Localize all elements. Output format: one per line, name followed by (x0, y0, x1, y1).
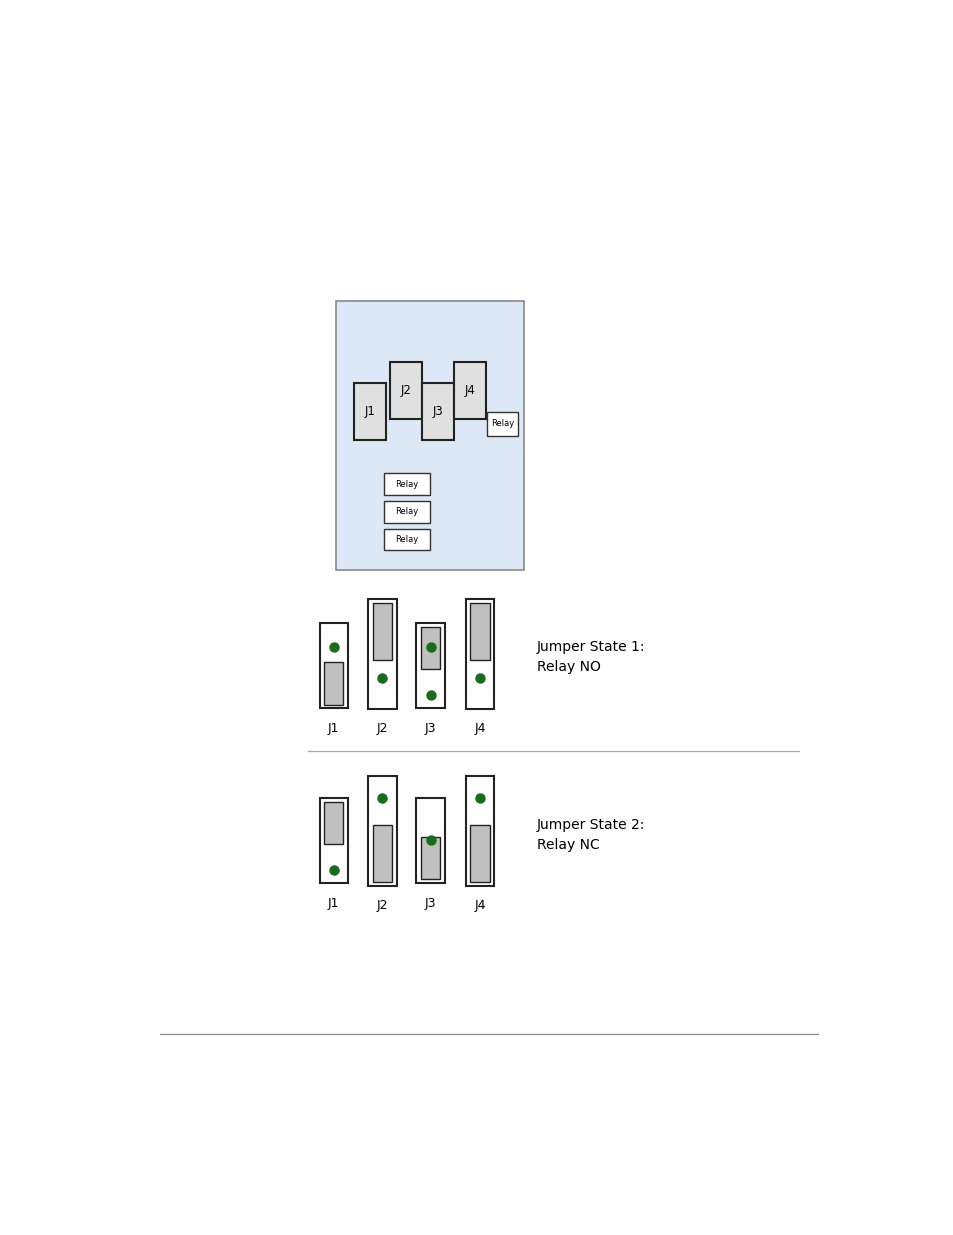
Bar (383, 473, 429, 495)
Bar (319, 798, 347, 883)
Text: Relay: Relay (395, 535, 418, 543)
Text: J1: J1 (364, 405, 375, 419)
Bar (390, 362, 421, 419)
Bar (470, 603, 489, 661)
Bar (465, 599, 494, 709)
Text: Jumper State 1:
Relay NO: Jumper State 1: Relay NO (537, 640, 645, 674)
Bar (368, 599, 396, 709)
Bar (470, 825, 489, 882)
Bar (335, 301, 524, 571)
Bar (416, 798, 444, 883)
Text: J2: J2 (376, 722, 388, 735)
Bar (324, 802, 343, 845)
Text: Jumper State 2:
Relay NC: Jumper State 2: Relay NC (537, 818, 644, 852)
Bar (486, 411, 518, 436)
Text: Relay: Relay (395, 480, 418, 489)
Bar (373, 603, 392, 661)
Bar (373, 825, 392, 882)
Bar (420, 626, 439, 669)
Bar (416, 622, 444, 709)
Text: J3: J3 (424, 897, 436, 910)
Text: J4: J4 (464, 384, 475, 398)
Bar (383, 501, 429, 522)
Bar (465, 777, 494, 885)
Bar (354, 383, 386, 440)
Text: J4: J4 (474, 722, 485, 735)
Text: J1: J1 (328, 897, 339, 910)
Bar (454, 362, 485, 419)
Bar (324, 662, 343, 704)
Bar (319, 622, 347, 709)
Text: J3: J3 (424, 721, 436, 735)
Bar (422, 383, 454, 440)
Text: Relay: Relay (395, 508, 418, 516)
Text: J4: J4 (474, 899, 485, 911)
Bar (368, 777, 396, 885)
Text: Relay: Relay (491, 420, 514, 429)
Text: J3: J3 (433, 405, 443, 419)
Bar (420, 836, 439, 879)
Text: J2: J2 (376, 899, 388, 911)
Text: J2: J2 (400, 384, 411, 398)
Bar (383, 529, 429, 551)
Text: J1: J1 (328, 721, 339, 735)
